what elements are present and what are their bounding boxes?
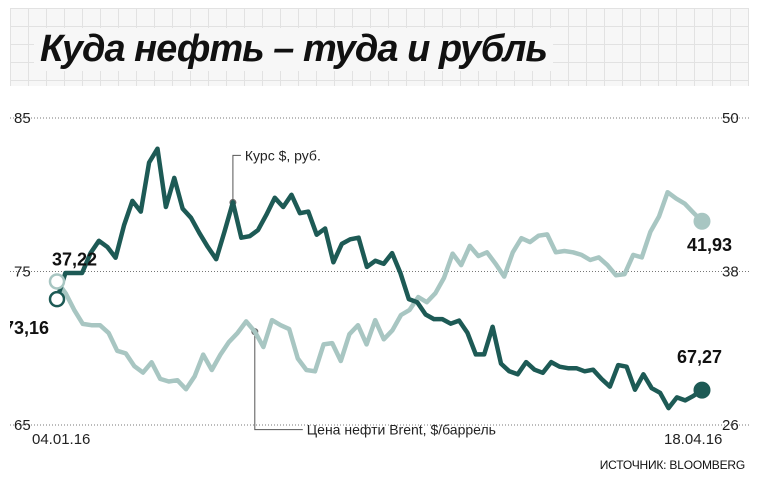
value-labels: 37,22 41,93 73,16 67,27 [10, 235, 732, 367]
line-chart: 85 75 65 50 38 26 04.01.16 18.04.16 Цена неф… [10, 110, 749, 448]
start-value-label: 37,22 [52, 249, 97, 269]
horizontal-gridlines [10, 117, 749, 426]
callout-label: Курс $, руб. [245, 147, 321, 163]
callout-label: Цена нефти Brent, $/баррель [307, 422, 496, 438]
end-point [693, 212, 711, 230]
x-start-label: 04.01.16 [32, 431, 90, 448]
callout-leader [254, 331, 303, 431]
endpoints [48, 212, 711, 399]
start-point [48, 273, 66, 290]
callouts: Цена нефти Brent, $/баррель Курс $, руб. [229, 147, 496, 438]
left-tick-label: 85 [14, 110, 31, 127]
source-note: ИСТОЧНИК: BLOOMBERG [599, 458, 745, 472]
series-line [54, 146, 705, 411]
right-tick-label: 50 [722, 110, 739, 127]
end-value-label: 67,27 [677, 347, 722, 367]
right-tick-label: 38 [722, 264, 739, 281]
series-line [54, 189, 705, 392]
start-point [48, 290, 66, 308]
end-point [693, 381, 711, 399]
left-axis: 85 75 65 [14, 110, 31, 434]
right-tick-label: 26 [722, 417, 739, 434]
callout-leader [232, 154, 241, 203]
right-axis: 50 38 26 [722, 110, 739, 434]
left-tick-label: 75 [14, 264, 31, 281]
left-tick-label: 65 [14, 417, 31, 434]
chart-panel: 85 75 65 50 38 26 04.01.16 18.04.16 Цена неф… [10, 86, 749, 474]
end-value-label: 41,93 [687, 235, 732, 255]
x-end-label: 18.04.16 [664, 431, 722, 448]
chart-title: Куда нефть – туда и рубль [34, 28, 553, 71]
series-layer [54, 146, 705, 411]
start-value-label: 73,16 [10, 318, 49, 338]
